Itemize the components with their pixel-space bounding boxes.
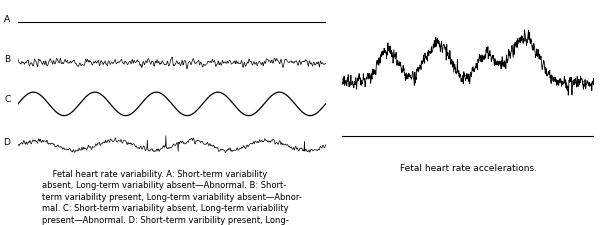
- Text: D: D: [4, 138, 10, 147]
- Text: B: B: [4, 54, 10, 63]
- Text: C: C: [4, 95, 10, 104]
- Text: Fetal heart rate variability. A: Short-term variability
absent, Long-term variab: Fetal heart rate variability. A: Short-t…: [42, 170, 302, 225]
- Text: Fetal heart rate accelerations.: Fetal heart rate accelerations.: [400, 164, 536, 173]
- Text: A: A: [4, 14, 10, 23]
